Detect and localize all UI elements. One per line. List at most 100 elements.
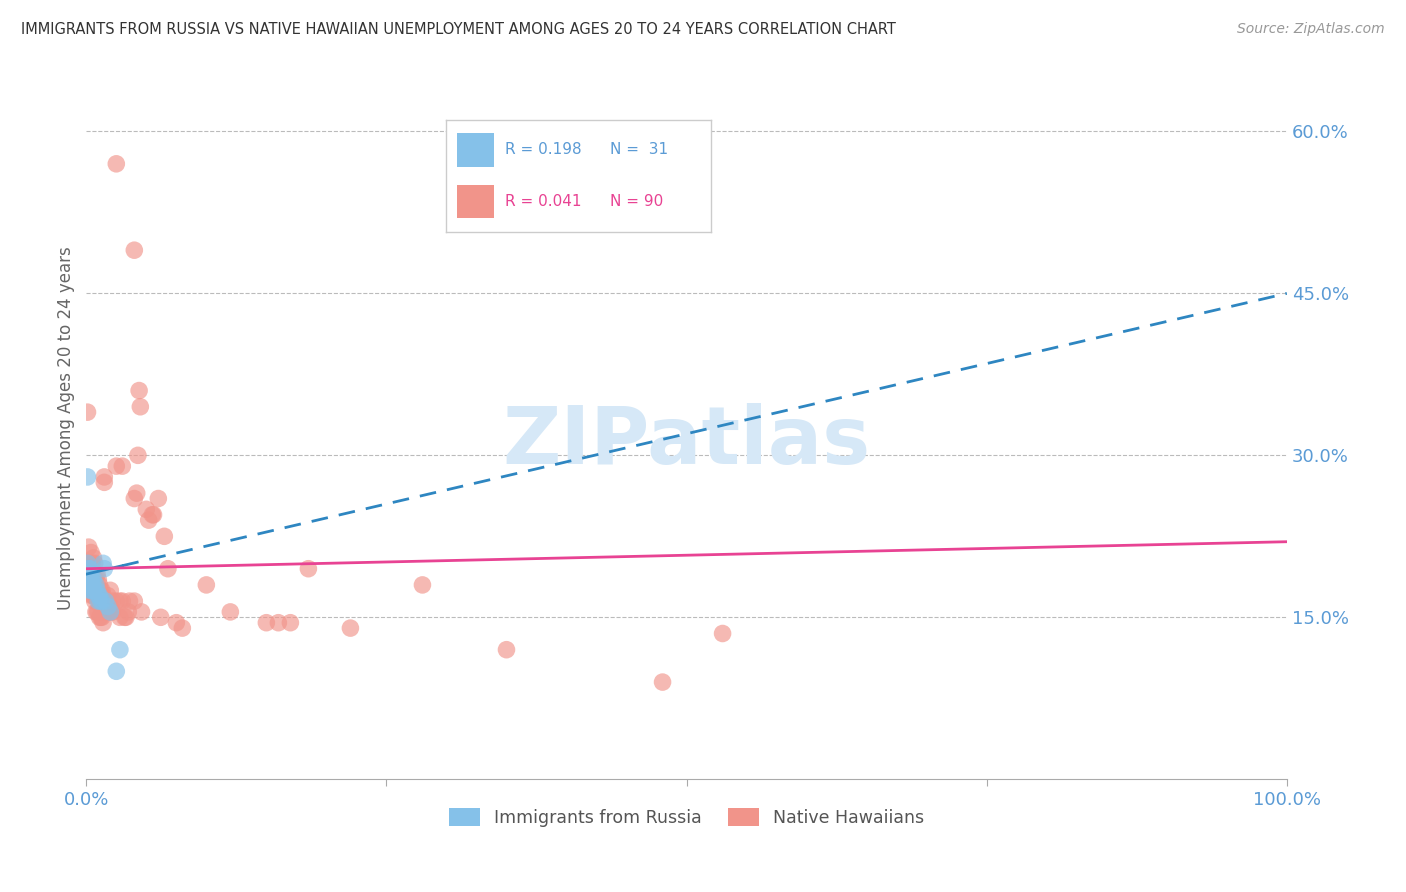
Point bbox=[111, 459, 134, 474]
Point bbox=[82, 573, 104, 587]
Point bbox=[77, 573, 100, 587]
Point bbox=[98, 605, 121, 619]
Point bbox=[128, 384, 150, 398]
Point bbox=[87, 589, 110, 603]
Point bbox=[91, 605, 114, 619]
Point bbox=[87, 589, 110, 603]
Point bbox=[97, 605, 120, 619]
Point bbox=[124, 243, 146, 257]
Point bbox=[83, 594, 105, 608]
Point bbox=[83, 583, 105, 598]
Point bbox=[101, 605, 124, 619]
Point bbox=[108, 610, 131, 624]
Point bbox=[80, 567, 103, 582]
Point bbox=[195, 578, 218, 592]
Point bbox=[94, 594, 117, 608]
Point bbox=[82, 589, 104, 603]
Point bbox=[84, 578, 107, 592]
Point bbox=[108, 642, 131, 657]
Point bbox=[82, 589, 104, 603]
Point bbox=[79, 562, 101, 576]
Point bbox=[80, 573, 103, 587]
Point bbox=[124, 491, 146, 506]
Point bbox=[90, 610, 112, 624]
Point bbox=[93, 475, 115, 490]
Point bbox=[105, 594, 128, 608]
Point bbox=[84, 605, 107, 619]
Point bbox=[125, 486, 148, 500]
Point bbox=[90, 610, 112, 624]
Point bbox=[91, 557, 114, 571]
Point bbox=[94, 594, 117, 608]
Point bbox=[84, 573, 107, 587]
Point bbox=[77, 567, 100, 582]
Point bbox=[96, 594, 118, 608]
Point bbox=[124, 594, 146, 608]
Point bbox=[91, 589, 114, 603]
Point bbox=[76, 557, 98, 571]
Point bbox=[76, 470, 98, 484]
Point bbox=[90, 594, 112, 608]
Point bbox=[254, 615, 277, 630]
Text: Source: ZipAtlas.com: Source: ZipAtlas.com bbox=[1237, 22, 1385, 37]
Point bbox=[100, 605, 122, 619]
Point bbox=[82, 573, 104, 587]
Point bbox=[86, 583, 108, 598]
Point bbox=[79, 578, 101, 592]
Point bbox=[148, 491, 170, 506]
Point bbox=[80, 583, 103, 598]
Point bbox=[129, 400, 152, 414]
Point bbox=[77, 562, 100, 576]
Point bbox=[89, 610, 111, 624]
Point bbox=[651, 675, 673, 690]
Point bbox=[90, 583, 112, 598]
Legend: Immigrants from Russia, Native Hawaiians: Immigrants from Russia, Native Hawaiians bbox=[441, 801, 931, 834]
Point bbox=[80, 567, 103, 582]
Point bbox=[339, 621, 361, 635]
Point bbox=[82, 573, 104, 587]
Text: IMMIGRANTS FROM RUSSIA VS NATIVE HAWAIIAN UNEMPLOYMENT AMONG AGES 20 TO 24 YEARS: IMMIGRANTS FROM RUSSIA VS NATIVE HAWAIIA… bbox=[21, 22, 896, 37]
Point bbox=[86, 605, 108, 619]
Point bbox=[411, 578, 433, 592]
Point bbox=[89, 578, 111, 592]
Point bbox=[80, 583, 103, 598]
Point bbox=[97, 599, 120, 614]
Point bbox=[82, 550, 104, 565]
Point bbox=[90, 594, 112, 608]
Point bbox=[149, 610, 172, 624]
Point bbox=[82, 557, 104, 571]
Point bbox=[711, 626, 734, 640]
Point bbox=[105, 157, 128, 171]
Point bbox=[77, 540, 100, 554]
Point bbox=[131, 605, 153, 619]
Point bbox=[89, 589, 111, 603]
Point bbox=[165, 615, 187, 630]
Point bbox=[111, 594, 134, 608]
Point bbox=[94, 605, 117, 619]
Point bbox=[153, 529, 176, 543]
Point bbox=[98, 599, 121, 614]
Point bbox=[84, 589, 107, 603]
Point bbox=[77, 557, 100, 571]
Point bbox=[138, 513, 160, 527]
Point bbox=[267, 615, 290, 630]
Point bbox=[82, 578, 104, 592]
Point bbox=[105, 665, 128, 679]
Point bbox=[82, 583, 104, 598]
Point bbox=[105, 459, 128, 474]
Point bbox=[98, 605, 121, 619]
Point bbox=[93, 562, 115, 576]
Point bbox=[90, 599, 112, 614]
Point bbox=[108, 594, 131, 608]
Point bbox=[86, 567, 108, 582]
Point bbox=[79, 562, 101, 576]
Point bbox=[77, 567, 100, 582]
Point bbox=[115, 610, 138, 624]
Point bbox=[80, 545, 103, 559]
Point bbox=[142, 508, 165, 522]
Point bbox=[117, 605, 139, 619]
Point bbox=[96, 605, 118, 619]
Point bbox=[101, 594, 124, 608]
Point bbox=[87, 594, 110, 608]
Point bbox=[87, 573, 110, 587]
